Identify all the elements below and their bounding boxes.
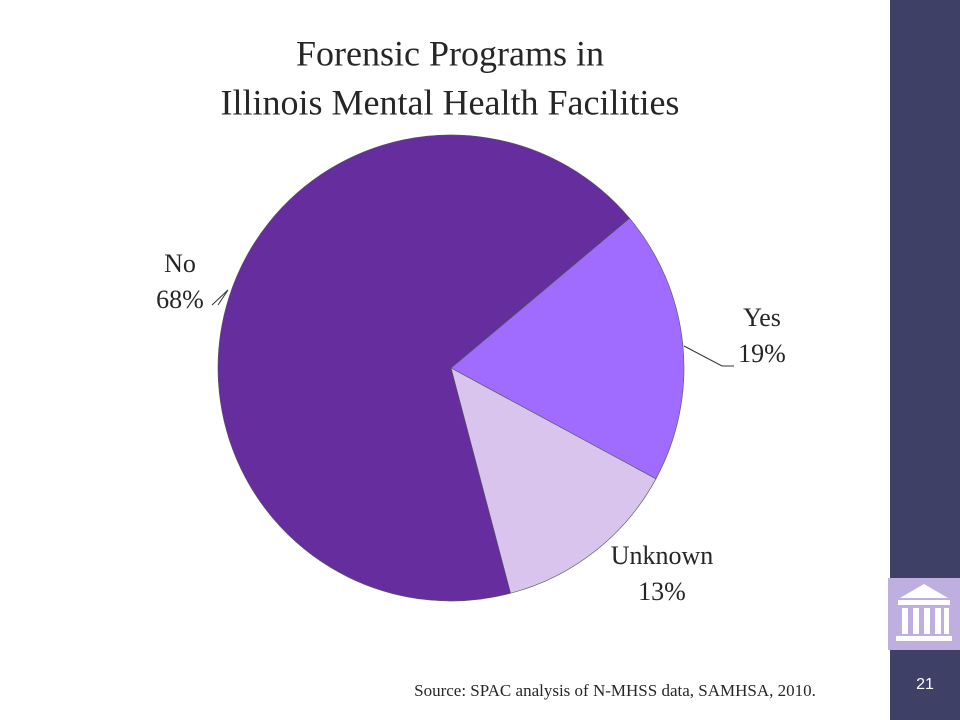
pie-slice <box>217 134 630 602</box>
leader-line <box>683 345 734 367</box>
slice-value-label: 19% <box>738 339 786 368</box>
slice-label: No <box>164 249 196 278</box>
slice-label: Yes <box>743 303 781 332</box>
chart-title: Forensic Programs in <box>296 33 604 73</box>
logo-icon <box>896 584 952 641</box>
slice-label: Unknown <box>611 541 714 570</box>
slice-value-label: 13% <box>638 577 686 606</box>
pie-slice <box>450 217 685 480</box>
chart-title: Illinois Mental Health Facilities <box>221 82 680 122</box>
page-number: 21 <box>916 676 934 693</box>
slice-value-label: 68% <box>156 285 204 314</box>
pie-slice <box>450 367 657 594</box>
leader-line <box>211 289 229 306</box>
source-note: Source: SPAC analysis of N-MHSS data, SA… <box>414 681 816 700</box>
